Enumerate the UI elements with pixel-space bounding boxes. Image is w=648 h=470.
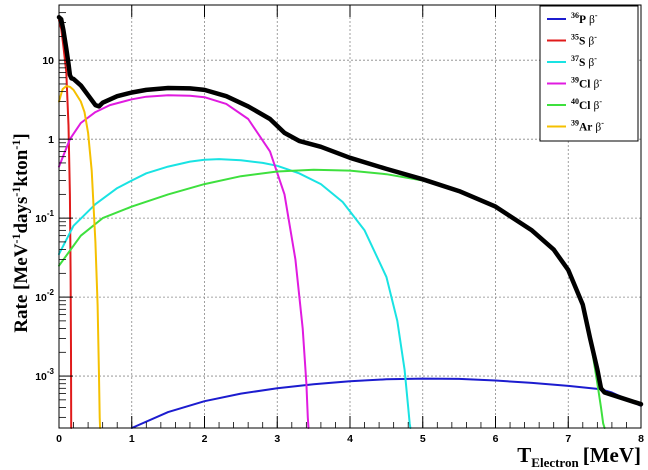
legend-label: 40Cl β- [571,97,602,112]
legend-element: S [579,57,585,69]
legend-decay: β [589,14,595,26]
series-line-39cl [58,94,310,429]
y-axis-title-part-4: ] [11,133,32,139]
x-tick-label: 4 [347,433,353,445]
legend-decay-sign: - [599,97,602,106]
legend-label: 35S β- [571,33,597,48]
series-line-total [56,14,644,407]
legend-decay: β [594,100,600,112]
x-axis-title-main: T [517,443,531,467]
y-axis-title-sup-3: -1 [9,140,23,150]
x-tick-label: 3 [274,433,280,445]
legend-mass-number: 39 [571,119,579,128]
legend-decay-sign: - [594,54,597,63]
y-tick-label: 10-2 [35,288,54,304]
x-tick-label: 7 [565,433,571,445]
legend-decay-sign: - [595,11,598,20]
legend-mass-number: 39 [571,76,579,85]
legend-label: 39Ar β- [571,119,604,134]
x-axis-title: TElectron [MeV] [517,443,641,470]
y-axis-title-part-2: days [11,197,32,234]
legend-box [539,5,639,142]
x-tick-label: 8 [638,433,644,445]
x-tick-label: 6 [493,433,499,445]
legend-decay: β [588,57,594,69]
legend-mass-number: 36 [571,11,579,20]
legend-decay-sign: - [601,119,604,128]
legend-element: Cl [579,100,591,112]
legend-element: Cl [579,79,591,91]
legend-mass-number: 40 [571,97,579,106]
y-tick-exponent: -3 [47,367,55,376]
legend-element: S [579,36,585,48]
y-axis-title-part-3: kton [11,149,32,186]
y-axis-title-part-1: Rate [MeV [11,243,32,332]
x-axis-title-unit: [MeV] [583,443,641,467]
x-tick-label: 5 [420,433,426,445]
ticks [58,4,642,428]
x-tick-label: 0 [56,433,62,445]
legend: 36P β-35S β-37S β-39Cl β-40Cl β-39Ar β- [539,5,639,142]
x-tick-label: 1 [129,433,135,445]
legend-label: 37S β- [571,54,597,69]
legend-element: P [579,14,586,26]
series-layer [56,14,644,429]
y-axis-title-sup-1: -1 [9,234,23,244]
legend-element: Ar [579,122,592,134]
y-tick-label: 1 [48,134,54,146]
y-tick-label: 10-3 [35,367,54,383]
y-tick-base: 10 [42,55,54,67]
y-tick-label: 10-1 [35,209,54,225]
series-line-39ar [58,85,102,429]
legend-mass-number: 35 [571,33,579,42]
legend-label: 36P β- [571,11,598,26]
x-tick-label: 2 [202,433,208,445]
y-tick-base: 1 [48,134,54,146]
legend-decay: β [595,122,601,134]
x-axis-title-subscript: Electron [531,455,579,470]
series-line-37s [58,158,412,429]
legend-mass-number: 37 [571,54,579,63]
y-axis-title: Rate [MeV-1days-1kton-1] [9,133,32,332]
y-tick-exponent: -1 [47,209,55,218]
y-tick-base: 10 [35,292,47,304]
y-tick-base: 10 [35,213,47,225]
y-tick-base: 10 [35,371,47,383]
y-axis-title-sup-2: -1 [9,187,23,197]
y-tick-label: 10 [42,55,54,67]
legend-label: 39Cl β- [571,76,602,91]
legend-decay: β [588,36,594,48]
legend-decay-sign: - [599,76,602,85]
legend-decay-sign: - [594,33,597,42]
legend-decay: β [594,79,600,91]
y-tick-exponent: -2 [47,288,55,297]
